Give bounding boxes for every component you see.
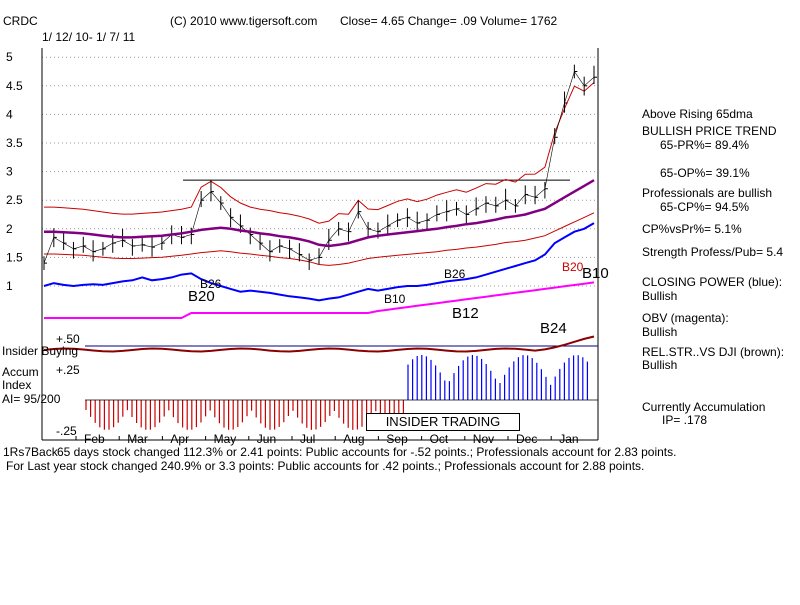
rel-strength-status: Bullish (642, 358, 678, 372)
obv-line (44, 281, 595, 319)
signal-b24: B24 (540, 320, 567, 337)
accum-plus25: +.25 (56, 363, 80, 377)
pr-percent: 65-PR%= 89.4% (660, 138, 750, 152)
upper-band (44, 82, 595, 224)
accum-minus25: -.25 (56, 424, 77, 438)
signal-b20: B20 (188, 288, 215, 305)
accum-label: Accum (2, 365, 39, 379)
closing-power-line (43, 222, 595, 302)
date-range: 1/ 12/ 10- 1/ 7/ 11 (42, 30, 136, 44)
accumulation-status: Currently Accumulation (642, 400, 766, 414)
op-percent: 65-OP%= 39.1% (660, 166, 750, 180)
footer-back-label: 1Rs7Back (3, 445, 58, 459)
signal-b20-dec: B20 (562, 260, 584, 274)
insider-trading-label: INSIDER TRADING (366, 413, 520, 431)
index-label: Index (2, 378, 32, 392)
closing-power-label: CLOSING POWER (blue): (642, 275, 783, 289)
y-tick-label: 1.5 (6, 250, 23, 264)
closing-power-status: Bullish (642, 289, 678, 303)
y-tick-label: 2 (6, 222, 13, 236)
x-tick-label: Jan (559, 432, 578, 446)
y-tick-label: 3.5 (6, 136, 23, 150)
x-tick-label: Nov (473, 432, 494, 446)
footer-65days: 65 days stock changed 112.3% or 2.41 poi… (57, 445, 677, 459)
rel-strength-label: REL.STR..VS DJI (brown): (642, 345, 785, 359)
footer-last-year: For Last year stock changed 240.9% or 3.… (6, 459, 645, 473)
y-tick-label: 2.5 (6, 193, 23, 207)
ma65-line (44, 179, 595, 248)
trend-status-2: BULLISH PRICE TREND (642, 124, 777, 138)
cp-percent: 65-CP%= 94.5% (660, 200, 750, 214)
y-tick-label: 3 (6, 165, 13, 179)
copyright-label: (C) 2010 www.tigersoft.com (170, 14, 318, 28)
rel-strength-line (43, 335, 595, 353)
signal-b26-apr: B26 (200, 277, 222, 291)
x-tick-label: Sep (386, 432, 408, 446)
lower-band (44, 212, 595, 266)
ip-value: IP= .178 (662, 413, 708, 427)
x-tick-label: Jun (257, 432, 276, 446)
x-tick-label: Aug (343, 432, 364, 446)
x-tick-label: Feb (84, 432, 105, 446)
x-tick-label: Oct (430, 432, 449, 446)
signal-b26-sep: B26 (444, 267, 466, 281)
x-tick-label: May (214, 432, 237, 446)
x-tick-label: Apr (170, 432, 189, 446)
x-tick-label: Dec (516, 432, 537, 446)
insider-buying-label: Insider Buying (2, 344, 79, 358)
professionals-status: Professionals are bullish (642, 186, 773, 200)
cp-vs-pr: CP%vsPr%= 5.1% (642, 222, 742, 236)
trend-status-1: Above Rising 65dma (642, 107, 753, 121)
accum-plus50: +.50 (56, 332, 80, 346)
x-tick-label: Mar (127, 432, 148, 446)
signal-b12: B12 (452, 305, 479, 322)
price-stats: Close= 4.65 Change= .09 Volume= 1762 (340, 14, 558, 28)
symbol-label: CRDC (3, 14, 38, 28)
obv-status: Bullish (642, 325, 678, 339)
strength-ratio: Strength Profess/Pub= 5.4 (642, 245, 784, 259)
y-tick-label: 5 (6, 50, 13, 64)
x-tick-label: Jul (300, 432, 315, 446)
price-line (43, 70, 595, 264)
y-tick-label: 1 (6, 279, 13, 293)
signal-b10: B10 (582, 265, 609, 282)
ai-value: AI= 95/200 (2, 392, 61, 406)
signal-b10-aug: B10 (384, 292, 406, 306)
y-tick-label: 4.5 (6, 79, 23, 93)
obv-label: OBV (magenta): (642, 311, 729, 325)
y-tick-label: 4 (6, 107, 13, 121)
